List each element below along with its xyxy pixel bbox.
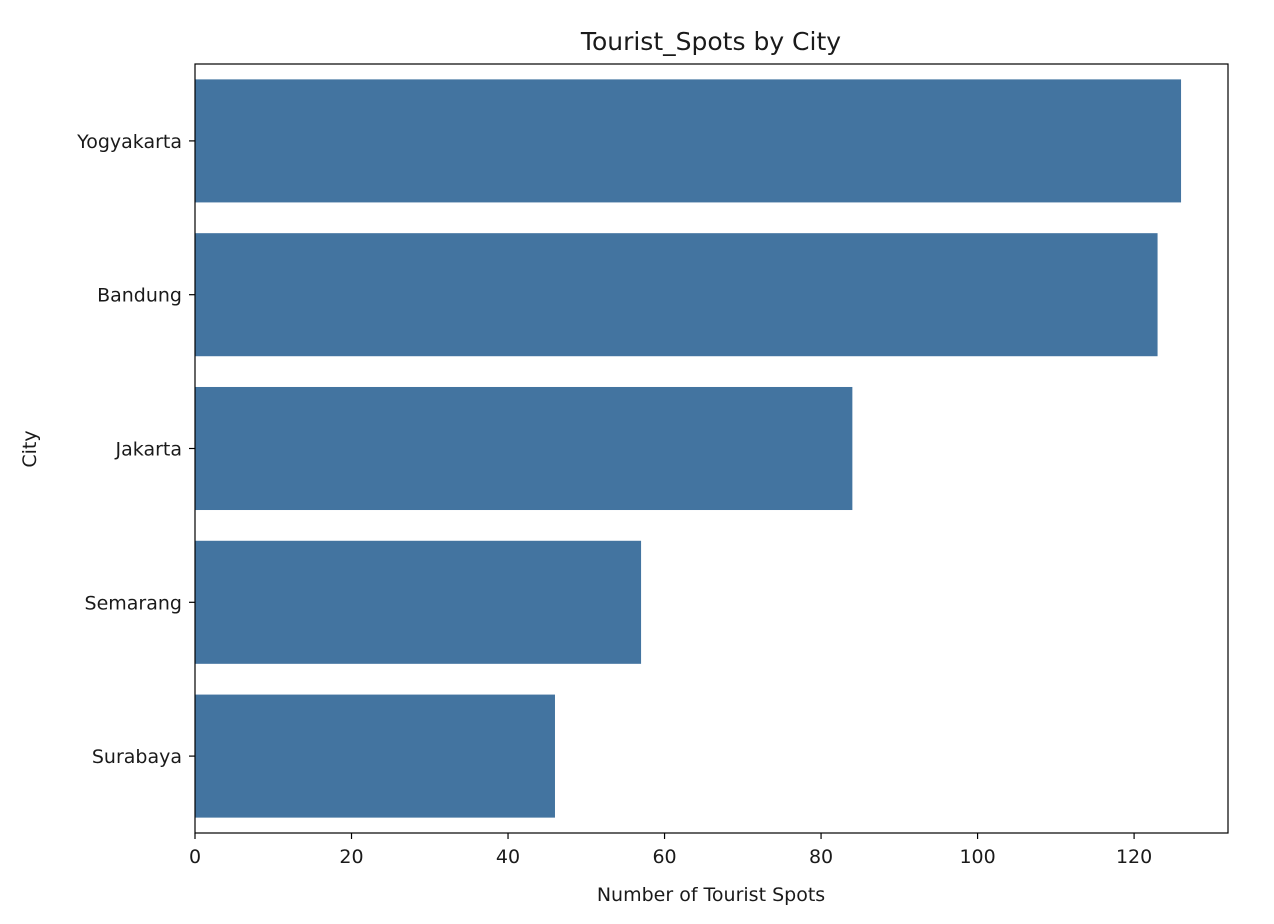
x-tick-label: 20 bbox=[339, 846, 363, 868]
bar-jakarta bbox=[195, 386, 853, 511]
x-tick-label: 80 bbox=[809, 846, 833, 868]
x-tick-label: 100 bbox=[959, 846, 995, 868]
x-tick-label: 0 bbox=[189, 846, 201, 868]
y-tick-label: Surabaya bbox=[92, 746, 182, 768]
x-axis-ticks: 0 20 40 60 80 100 120 bbox=[189, 833, 1152, 868]
plot-frame bbox=[194, 63, 1229, 834]
bars-group bbox=[195, 79, 1182, 818]
bar-bandung bbox=[195, 233, 1158, 357]
x-tick-label: 120 bbox=[1116, 846, 1152, 868]
bar-semarang bbox=[195, 540, 642, 664]
y-tick-label: Bandung bbox=[97, 285, 182, 307]
y-axis-label: City bbox=[19, 430, 41, 467]
y-tick-label: Yogyakarta bbox=[76, 131, 182, 153]
x-tick-label: 60 bbox=[652, 846, 676, 868]
bar-surabaya bbox=[195, 694, 555, 818]
x-tick-label: 40 bbox=[496, 846, 520, 868]
bar-yogyakarta bbox=[195, 79, 1182, 203]
y-tick-label: Semarang bbox=[85, 592, 182, 614]
chart-title: Tourist_Spots by City bbox=[580, 27, 841, 56]
y-axis-ticks: Yogyakarta Bandung Jakarta Semarang Surabaya bbox=[76, 131, 195, 768]
x-axis-label: Number of Tourist Spots bbox=[597, 884, 825, 906]
y-tick-label: Jakarta bbox=[115, 439, 182, 461]
